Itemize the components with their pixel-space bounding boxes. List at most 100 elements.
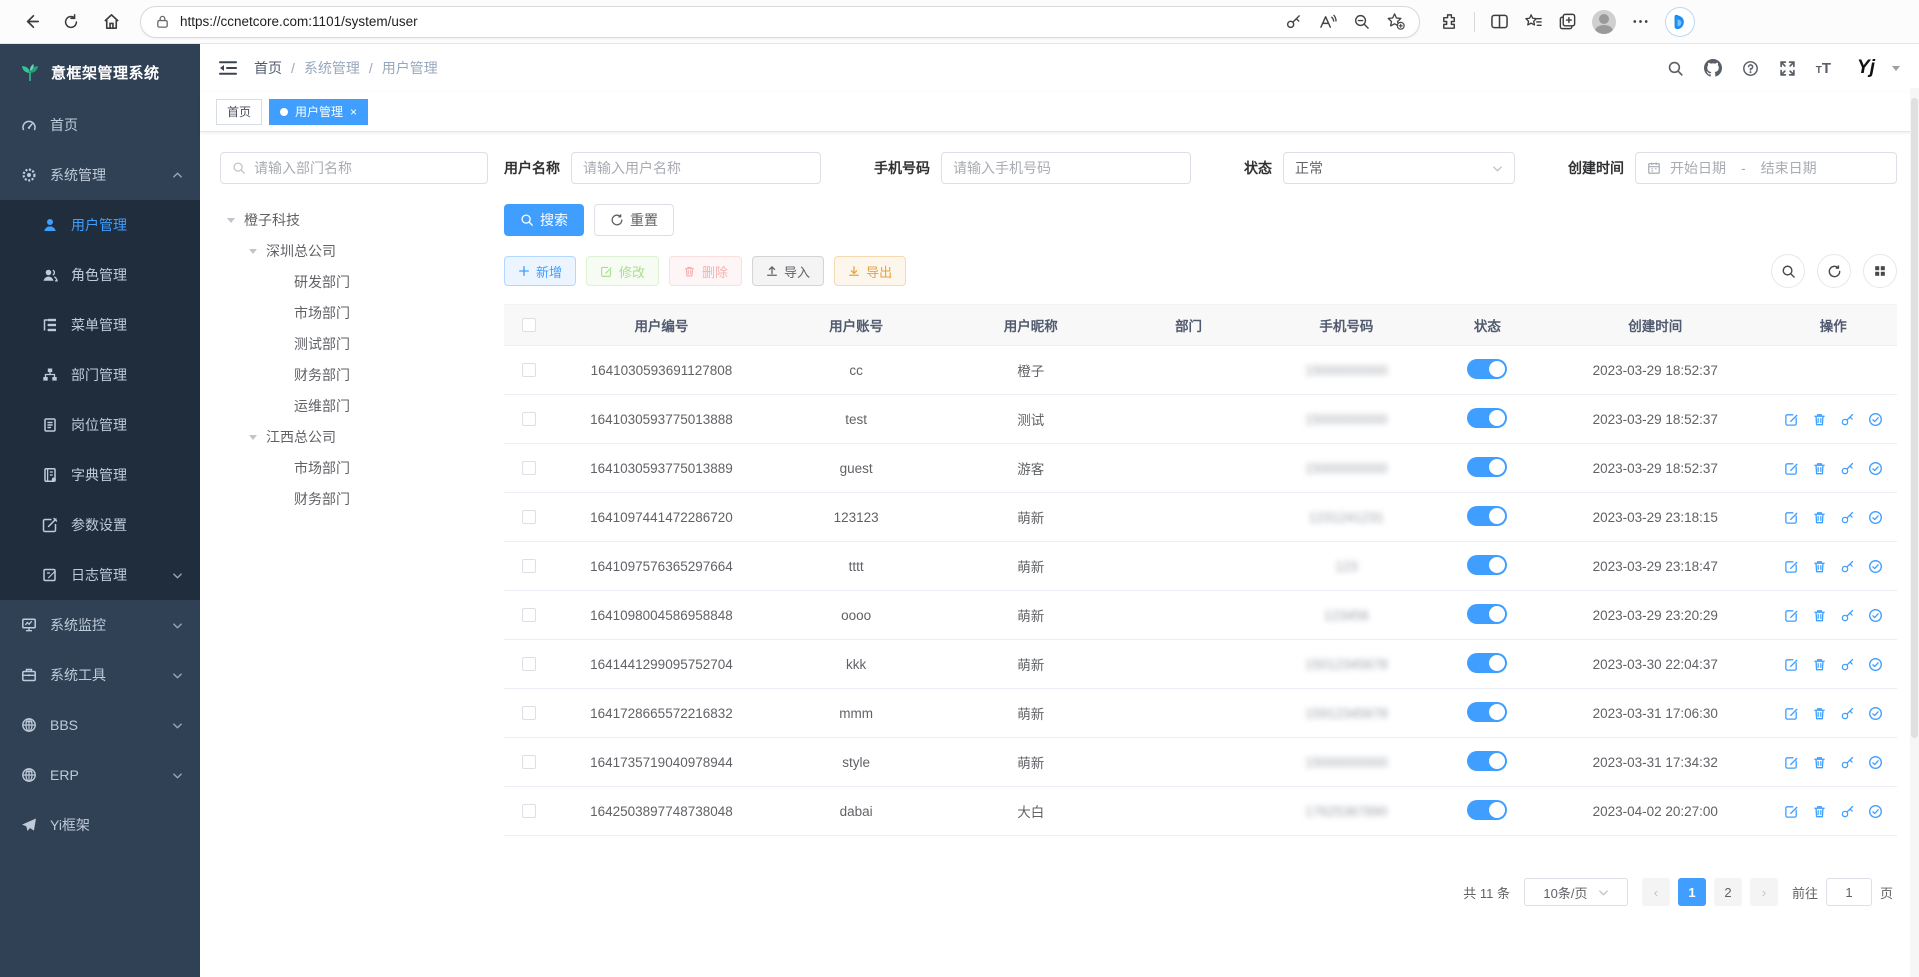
row-edit-icon[interactable] bbox=[1784, 559, 1799, 574]
tree-caret-icon[interactable] bbox=[226, 215, 244, 225]
row-assign-role-icon[interactable] bbox=[1868, 608, 1883, 623]
row-delete-icon[interactable] bbox=[1812, 706, 1827, 721]
row-assign-role-icon[interactable] bbox=[1868, 657, 1883, 672]
row-reset-password-icon[interactable] bbox=[1840, 510, 1855, 525]
caret-down-icon[interactable] bbox=[1891, 63, 1901, 73]
header-search-icon[interactable] bbox=[1667, 60, 1684, 77]
row-reset-password-icon[interactable] bbox=[1840, 559, 1855, 574]
goto-page-input[interactable]: 1 bbox=[1825, 878, 1872, 906]
tree-node-leaf[interactable]: 财务部门 bbox=[294, 366, 350, 383]
row-reset-password-icon[interactable] bbox=[1840, 706, 1855, 721]
row-edit-icon[interactable] bbox=[1784, 657, 1799, 672]
fullscreen-icon[interactable] bbox=[1779, 60, 1796, 77]
row-edit-icon[interactable] bbox=[1784, 608, 1799, 623]
tree-node-root[interactable]: 橙子科技 bbox=[220, 204, 488, 235]
date-start-placeholder[interactable]: 开始日期 bbox=[1670, 160, 1726, 176]
browser-home-button[interactable] bbox=[94, 5, 128, 39]
sidebar-item-menu-mgmt[interactable]: 菜单管理 bbox=[0, 300, 200, 350]
github-icon[interactable] bbox=[1704, 59, 1722, 77]
url-text[interactable]: https://ccnetcore.com:1101/system/user bbox=[180, 14, 418, 29]
sidebar-item-home[interactable]: 首页 bbox=[0, 100, 200, 150]
row-delete-icon[interactable] bbox=[1812, 608, 1827, 623]
breadcrumb-home[interactable]: 首页 bbox=[254, 60, 282, 76]
row-checkbox[interactable] bbox=[522, 657, 536, 671]
date-range-picker[interactable]: 开始日期 - 结束日期 bbox=[1635, 152, 1897, 184]
address-bar[interactable]: https://ccnetcore.com:1101/system/user bbox=[140, 5, 1420, 38]
phone-input[interactable]: 请输入手机号码 bbox=[941, 152, 1191, 184]
row-checkbox[interactable] bbox=[522, 706, 536, 720]
row-delete-icon[interactable] bbox=[1812, 755, 1827, 770]
browser-back-button[interactable] bbox=[14, 5, 48, 39]
browser-refresh-button[interactable] bbox=[54, 5, 88, 39]
sidebar-item-user-mgmt[interactable]: 用户管理 bbox=[0, 200, 200, 250]
sidebar-item-post-mgmt[interactable]: 岗位管理 bbox=[0, 400, 200, 450]
row-checkbox[interactable] bbox=[522, 559, 536, 573]
tree-caret-icon[interactable] bbox=[248, 246, 266, 256]
row-assign-role-icon[interactable] bbox=[1868, 706, 1883, 721]
next-page-button[interactable]: › bbox=[1749, 878, 1778, 906]
status-toggle[interactable] bbox=[1467, 554, 1508, 575]
row-edit-icon[interactable] bbox=[1784, 706, 1799, 721]
tree-node-leaf[interactable]: 市场部门 bbox=[294, 304, 350, 321]
row-reset-password-icon[interactable] bbox=[1840, 657, 1855, 672]
sidebar-item-system-mgmt[interactable]: 系统管理 bbox=[0, 150, 200, 200]
tree-node-leaf[interactable]: 财务部门 bbox=[294, 490, 350, 507]
search-button[interactable]: 搜索 bbox=[504, 204, 584, 236]
sidebar-item-erp[interactable]: ERP bbox=[0, 750, 200, 800]
row-checkbox[interactable] bbox=[522, 363, 536, 377]
row-delete-icon[interactable] bbox=[1812, 657, 1827, 672]
split-screen-icon[interactable] bbox=[1490, 13, 1509, 30]
delete-button[interactable]: 删除 bbox=[669, 256, 743, 286]
sidebar-item-log-mgmt[interactable]: 日志管理 bbox=[0, 550, 200, 600]
row-delete-icon[interactable] bbox=[1812, 412, 1827, 427]
row-edit-icon[interactable] bbox=[1784, 804, 1799, 819]
tree-node-leaf[interactable]: 市场部门 bbox=[294, 459, 350, 476]
page-scrollbar[interactable] bbox=[1910, 88, 1919, 977]
row-checkbox[interactable] bbox=[522, 412, 536, 426]
tree-node-leaf[interactable]: 运维部门 bbox=[294, 397, 350, 414]
row-assign-role-icon[interactable] bbox=[1868, 461, 1883, 476]
sidebar-item-yi-framework[interactable]: Yi框架 bbox=[0, 800, 200, 850]
edit-button[interactable]: 修改 bbox=[586, 256, 660, 286]
tree-node-branch[interactable]: 深圳总公司 bbox=[220, 235, 488, 266]
favorites-icon[interactable] bbox=[1386, 12, 1405, 31]
password-key-icon[interactable] bbox=[1285, 13, 1302, 30]
page-button-2[interactable]: 2 bbox=[1713, 878, 1742, 906]
row-reset-password-icon[interactable] bbox=[1840, 804, 1855, 819]
row-checkbox[interactable] bbox=[522, 461, 536, 475]
row-checkbox[interactable] bbox=[522, 510, 536, 524]
row-reset-password-icon[interactable] bbox=[1840, 461, 1855, 476]
toggle-search-button[interactable] bbox=[1771, 254, 1805, 288]
help-icon[interactable] bbox=[1742, 60, 1759, 77]
read-aloud-icon[interactable] bbox=[1318, 13, 1337, 30]
zoom-icon[interactable] bbox=[1353, 13, 1370, 30]
status-toggle[interactable] bbox=[1467, 750, 1508, 771]
status-toggle[interactable] bbox=[1467, 652, 1508, 673]
row-edit-icon[interactable] bbox=[1784, 755, 1799, 770]
import-button[interactable]: 导入 bbox=[752, 256, 825, 286]
extensions-icon[interactable] bbox=[1440, 12, 1459, 31]
sidebar-item-bbs[interactable]: BBS bbox=[0, 700, 200, 750]
select-all-checkbox[interactable] bbox=[522, 318, 536, 332]
tree-caret-icon[interactable] bbox=[248, 432, 266, 442]
row-delete-icon[interactable] bbox=[1812, 804, 1827, 819]
row-reset-password-icon[interactable] bbox=[1840, 608, 1855, 623]
status-select[interactable]: 正常 bbox=[1283, 152, 1515, 184]
row-checkbox[interactable] bbox=[522, 804, 536, 818]
sidebar-item-dict-mgmt[interactable]: 字典管理 bbox=[0, 450, 200, 500]
status-toggle[interactable] bbox=[1467, 701, 1508, 722]
row-checkbox[interactable] bbox=[522, 755, 536, 769]
status-toggle[interactable] bbox=[1467, 407, 1508, 428]
row-delete-icon[interactable] bbox=[1812, 461, 1827, 476]
add-button[interactable]: 新增 bbox=[504, 256, 577, 286]
row-assign-role-icon[interactable] bbox=[1868, 755, 1883, 770]
breadcrumb-system[interactable]: 系统管理 bbox=[303, 60, 360, 76]
tab-user-mgmt[interactable]: 用户管理 × bbox=[269, 98, 369, 125]
row-assign-role-icon[interactable] bbox=[1868, 804, 1883, 819]
user-avatar[interactable]: Yj bbox=[1857, 57, 1875, 78]
row-reset-password-icon[interactable] bbox=[1840, 755, 1855, 770]
status-toggle[interactable] bbox=[1467, 456, 1508, 477]
scrollbar-thumb[interactable] bbox=[1911, 98, 1918, 738]
sidebar-item-system-monitor[interactable]: 系统监控 bbox=[0, 600, 200, 650]
page-size-select[interactable]: 10条/页 bbox=[1523, 878, 1628, 906]
